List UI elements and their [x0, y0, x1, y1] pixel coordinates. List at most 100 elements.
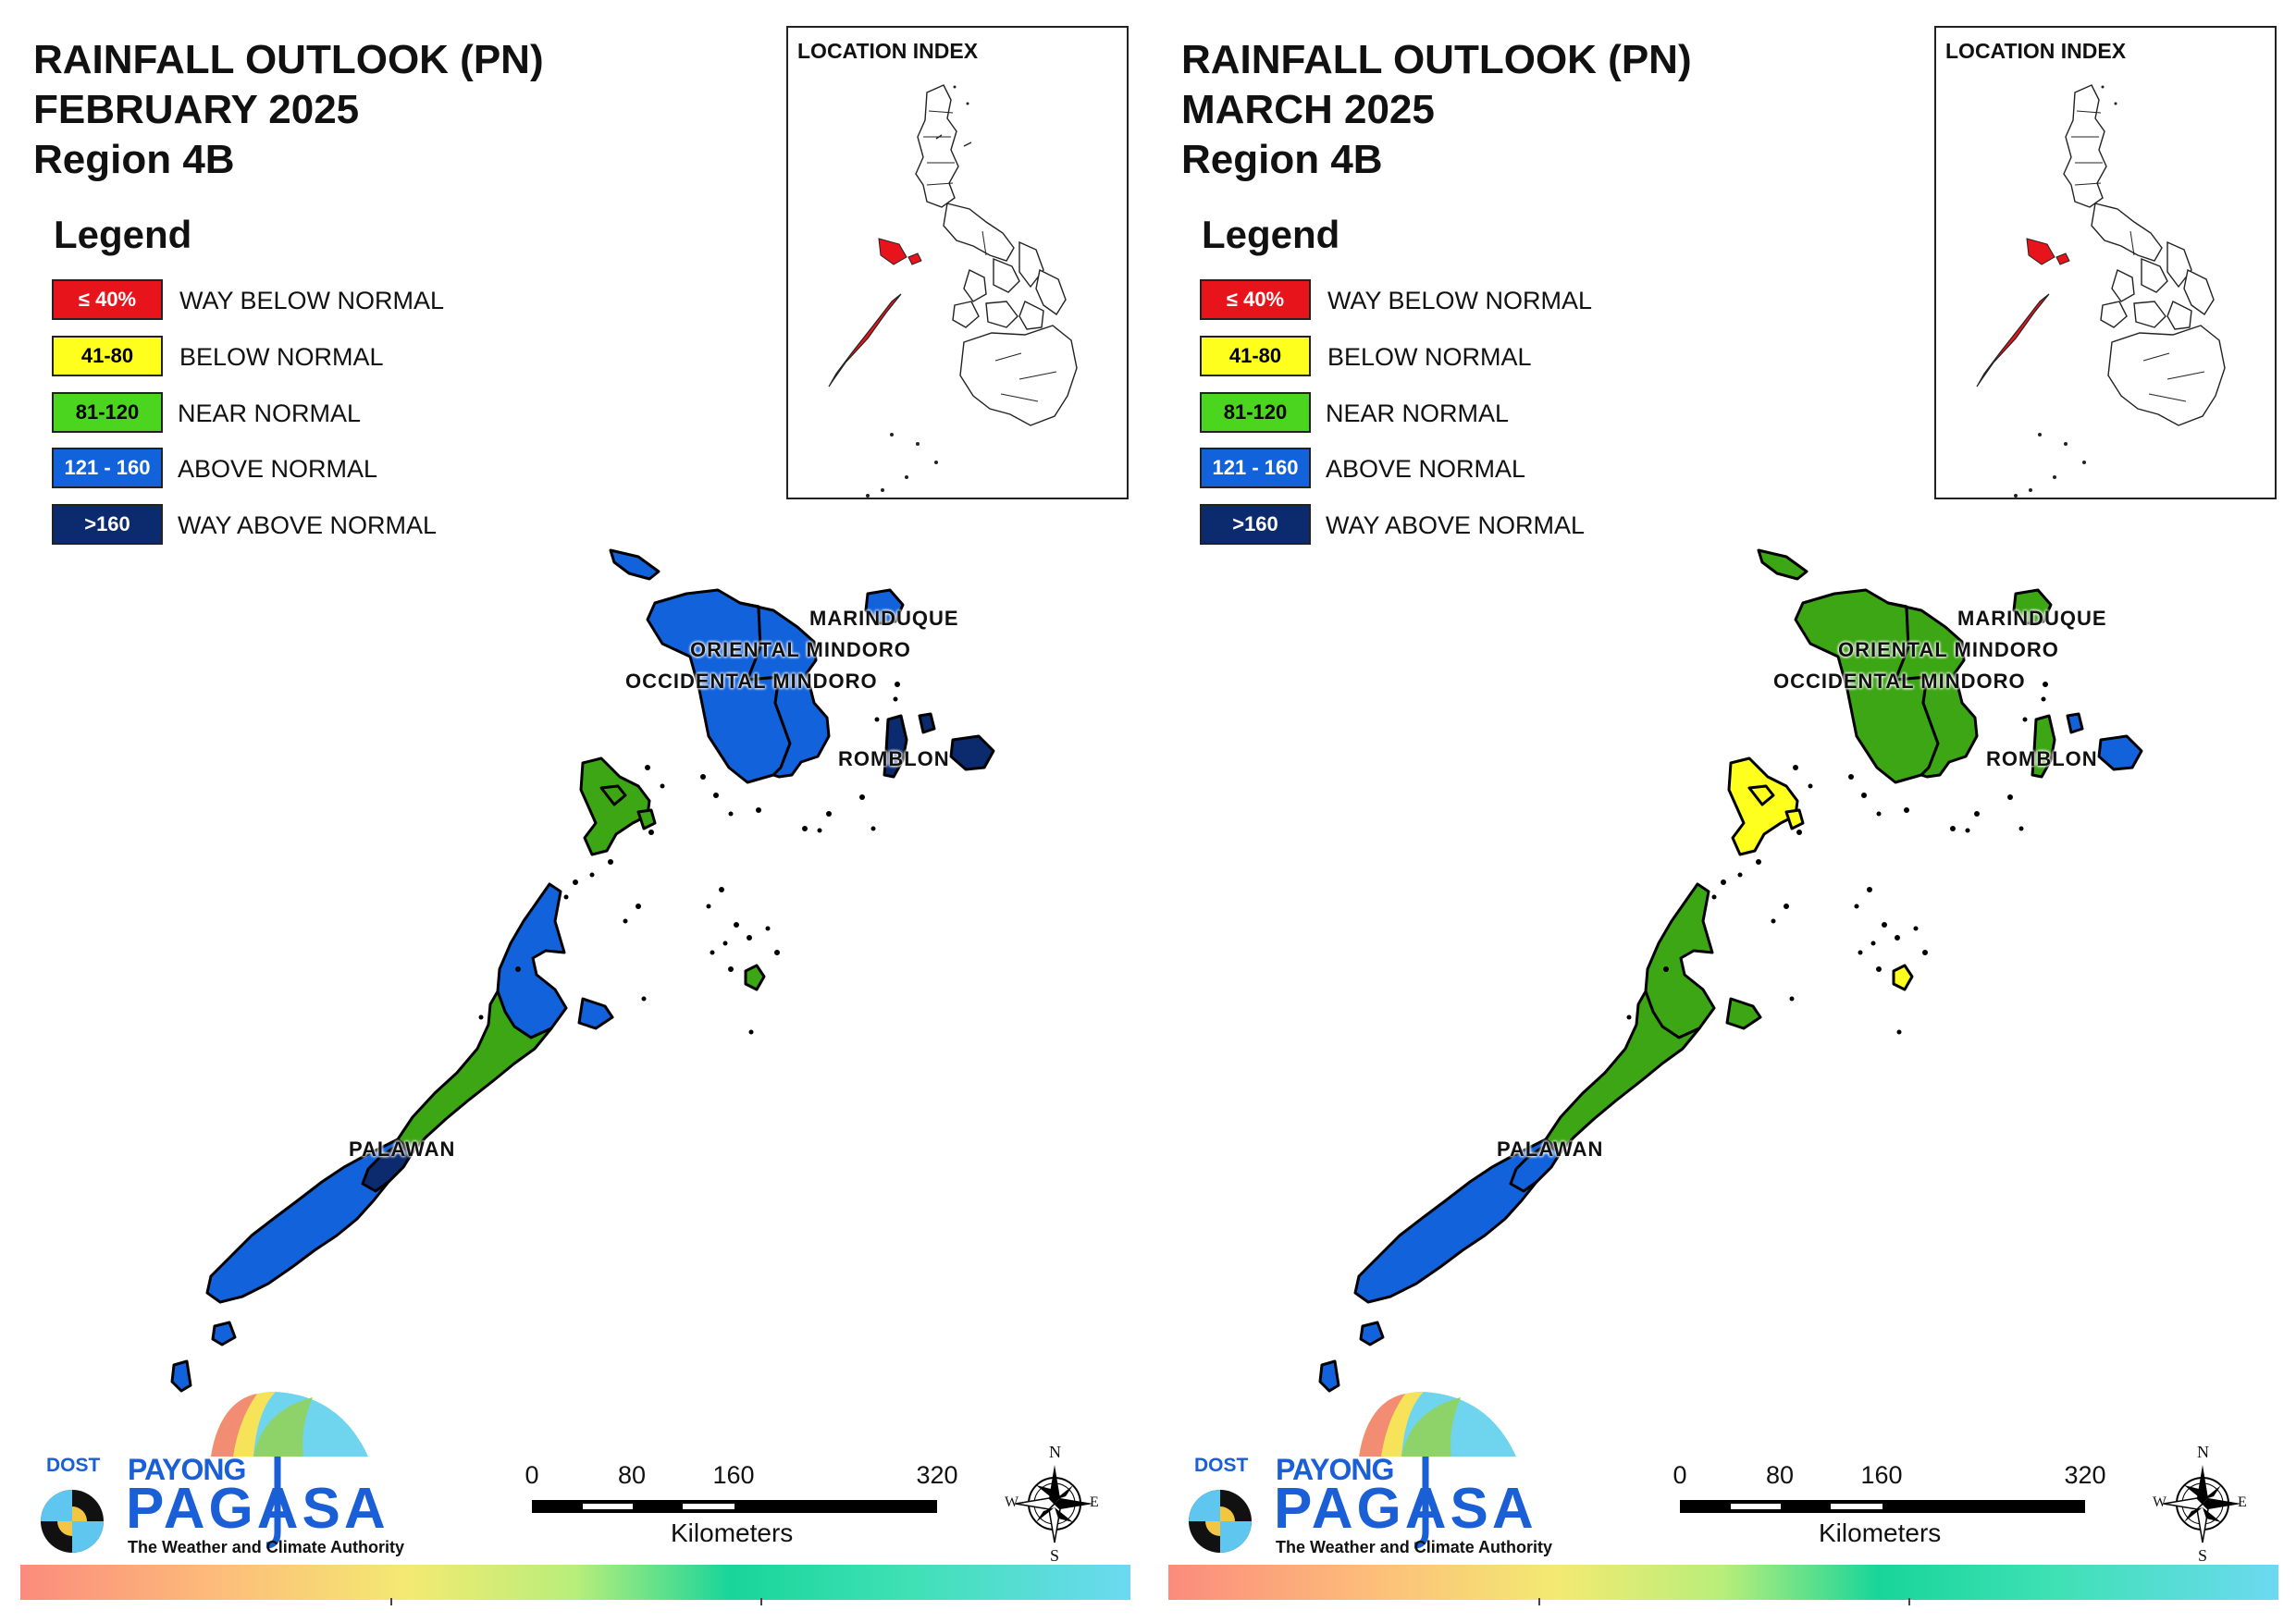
- legend-title: Legend: [1202, 213, 1340, 256]
- scale-bar: 0 80 160 320 Kilometers: [1673, 1461, 2105, 1554]
- legend-label: BELOW NORMAL: [179, 343, 384, 371]
- palawan-central: [496, 882, 614, 1039]
- pagasa-logo: DOST PAYONG PAGASA The Weather and Clima…: [1183, 1392, 1552, 1568]
- legend-swatch: >160: [1200, 504, 1311, 545]
- inset-title: LOCATION INDEX: [1945, 39, 2127, 63]
- palawan-south: [1353, 1137, 1562, 1304]
- label-occidental-mindoro: OCCIDENTAL MINDORO: [625, 670, 878, 693]
- legend-item-below: 41-80 BELOW NORMAL: [52, 336, 607, 378]
- label-palawan: PALAWAN: [1497, 1137, 1604, 1161]
- compass-rose-icon: [1015, 1465, 1093, 1543]
- title-line-3: Region 4B: [33, 137, 235, 182]
- outlook-panel-march: RAINFALL OUTLOOK (PN) MARCH 2025 Region …: [1148, 0, 2296, 1623]
- legend-swatch: ≤ 40%: [1200, 279, 1311, 320]
- legend-swatch: 81-120: [1200, 392, 1311, 433]
- marinduque: [2012, 588, 2053, 625]
- map-title: RAINFALL OUTLOOK (PN) FEBRUARY 2025 Regi…: [33, 35, 544, 185]
- palawan-north-tip: [1727, 756, 1799, 856]
- lubang-island: [609, 548, 660, 581]
- title-line-1: RAINFALL OUTLOOK (PN): [33, 37, 544, 82]
- region-4b-map: [170, 548, 995, 1393]
- legend-label: WAY BELOW NORMAL: [1327, 287, 1593, 314]
- legend-item-way-above: >160 WAY ABOVE NORMAL: [52, 504, 607, 547]
- palawan-north-islands: [599, 784, 657, 830]
- label-marinduque: MARINDUQUE: [809, 607, 959, 630]
- location-index-inset: LOCATION INDEX: [786, 26, 1129, 499]
- compass-n: N: [2197, 1443, 2209, 1461]
- romblon-tablas: [883, 714, 908, 779]
- legend-title: Legend: [54, 213, 192, 256]
- oriental-mindoro: [738, 601, 831, 779]
- color-gradient-strip: [20, 1565, 1130, 1605]
- marinduque: [864, 588, 905, 625]
- legend-label: WAY ABOVE NORMAL: [1326, 511, 1586, 539]
- romblon-small: [918, 712, 936, 734]
- label-palawan: PALAWAN: [349, 1137, 456, 1161]
- scale-tick: 80: [1765, 1461, 1795, 1489]
- location-index-inset: LOCATION INDEX: [1934, 26, 2277, 499]
- logo-payong-text: PAYONG: [1276, 1453, 1394, 1486]
- scale-bar: 0 80 160 320 Kilometers: [525, 1461, 957, 1554]
- logo-dost-text: DOST: [1194, 1455, 1249, 1476]
- palawan-central: [1644, 882, 1762, 1039]
- scale-unit: Kilometers: [1819, 1518, 1942, 1547]
- legend-swatch: 121 - 160: [1200, 448, 1311, 488]
- title-line-2: FEBRUARY 2025: [33, 87, 360, 132]
- palawan-patch: [361, 1143, 414, 1193]
- compass-w: W: [2153, 1494, 2167, 1510]
- logo-tagline: The Weather and Climate Authority: [128, 1538, 405, 1556]
- scale-graphic: [532, 1500, 937, 1513]
- compass-rose-icon: [2163, 1465, 2241, 1543]
- label-occidental-mindoro: OCCIDENTAL MINDORO: [1773, 670, 2026, 693]
- legend-item-near: 81-120 NEAR NORMAL: [1200, 392, 1755, 435]
- title-line-3: Region 4B: [1181, 137, 1383, 182]
- palawan-north-tip: [579, 756, 651, 856]
- label-oriental-mindoro: ORIENTAL MINDORO: [1838, 638, 2059, 661]
- legend-item-way-below: ≤ 40% WAY BELOW NORMAL: [1200, 279, 1755, 322]
- philippines-index-map: [1976, 84, 2226, 498]
- legend-swatch: 41-80: [1200, 336, 1311, 376]
- logo-dost-text: DOST: [46, 1455, 101, 1476]
- legend-label: WAY ABOVE NORMAL: [178, 511, 438, 539]
- scale-tick: 320: [2064, 1461, 2106, 1489]
- label-romblon: ROMBLON: [1986, 747, 2098, 770]
- umbrella-icon: [1189, 1392, 1516, 1553]
- legend-label: ABOVE NORMAL: [178, 455, 378, 483]
- compass-s: S: [1050, 1546, 1060, 1565]
- palawan-patch: [1509, 1143, 1562, 1193]
- balabac-island: [1318, 1321, 1385, 1393]
- legend-label: NEAR NORMAL: [1326, 400, 1510, 427]
- oriental-mindoro: [1886, 601, 1979, 779]
- palawan-mid: [1544, 990, 1701, 1154]
- legend-item-near: 81-120 NEAR NORMAL: [52, 392, 607, 435]
- logo-tagline: The Weather and Climate Authority: [1276, 1538, 1553, 1556]
- compass-n: N: [1049, 1443, 1061, 1461]
- label-oriental-mindoro: ORIENTAL MINDORO: [690, 638, 911, 661]
- north-arrow: N S E W: [1005, 1443, 1101, 1565]
- compass-w: W: [1005, 1494, 1019, 1510]
- legend-label: ABOVE NORMAL: [1326, 455, 1526, 483]
- logo-pagasa-text: PAGASA: [1274, 1477, 1537, 1541]
- legend-swatch: ≤ 40%: [52, 279, 163, 320]
- legend-swatch: >160: [52, 504, 163, 545]
- legend-swatch: 41-80: [52, 336, 163, 376]
- label-marinduque: MARINDUQUE: [1957, 607, 2107, 630]
- legend-label: NEAR NORMAL: [178, 400, 362, 427]
- palawan-north-islands: [1747, 784, 1805, 830]
- lubang-island: [1757, 548, 1808, 581]
- legend-item-above: 121 - 160 ABOVE NORMAL: [52, 448, 607, 490]
- cuyo-islands: [1892, 964, 1914, 991]
- scale-tick: 0: [1673, 1461, 1687, 1489]
- legend-item-way-below: ≤ 40% WAY BELOW NORMAL: [52, 279, 607, 322]
- romblon-tablas: [2031, 714, 2056, 779]
- logo-pagasa-text: PAGASA: [126, 1477, 389, 1541]
- north-arrow: N S E W: [2153, 1443, 2249, 1565]
- color-gradient-strip: [1168, 1565, 2278, 1605]
- scale-tick: 160: [1860, 1461, 1903, 1489]
- inset-title: LOCATION INDEX: [797, 39, 979, 63]
- scale-tick: 320: [916, 1461, 958, 1489]
- legend-swatch: 81-120: [52, 392, 163, 433]
- compass-s: S: [2198, 1546, 2208, 1565]
- scale-tick: 160: [712, 1461, 755, 1489]
- balabac-island: [170, 1321, 237, 1393]
